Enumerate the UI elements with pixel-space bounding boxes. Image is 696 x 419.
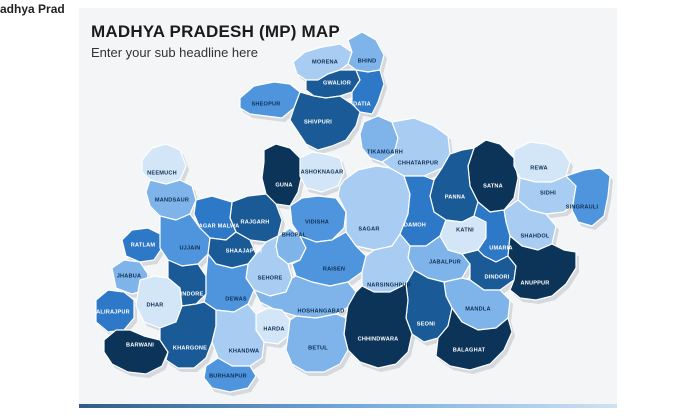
district-label-neemuch: NEEMUCH — [147, 170, 177, 176]
district-label-mandsaur: MANDSAUR — [155, 197, 189, 203]
district-label-rewa: REWA — [530, 165, 548, 171]
district-label-guna: GUNA — [275, 182, 292, 188]
district-singrauli — [565, 167, 611, 227]
district-label-tikamgarh: TIKAMGARH — [367, 149, 403, 155]
district-vidisha — [289, 195, 347, 243]
district-alirajpur — [95, 289, 135, 333]
district-label-ashoknagar: ASHOKNAGAR — [301, 169, 344, 175]
district-morena — [292, 43, 353, 81]
district-label-alirajpur: ALIRAJPUR — [96, 309, 130, 315]
district-label-hoshangabad: HOSHANGABAD — [298, 308, 345, 314]
district-neemuch — [141, 143, 187, 185]
district-label-barwani: BARWANI — [126, 342, 154, 348]
district-bhind — [347, 31, 385, 73]
district-label-ujjain: UJJAIN — [179, 245, 200, 251]
district-label-shivpuri: SHIVPURI — [304, 119, 332, 125]
district-regions — [95, 31, 611, 393]
district-label-dindori: DINDORI — [484, 274, 509, 280]
district-label-narsinghpur: NARSINGHPUR — [367, 282, 411, 288]
district-khandwa — [211, 303, 265, 367]
district-datia — [351, 69, 385, 115]
district-label-anuppur: ANUPPUR — [520, 280, 549, 286]
district-rewa — [513, 141, 571, 183]
district-label-vidisha: VIDISHA — [305, 219, 329, 225]
district-barwani — [103, 329, 169, 375]
mp-district-map: MORENA BHIND GWALIOR DATIA SHEOPUR SHIVPURI TI… — [95, 31, 613, 396]
district-labels: MORENA BHIND GWALIOR DATIA SHEOPUR SHIVPURI TI… — [96, 58, 598, 379]
district-label-gwalior: GWALIOR — [323, 80, 351, 86]
district-label-sidhi: SIDHI — [540, 190, 556, 196]
district-guna — [261, 143, 303, 207]
district-label-panna: PANNA — [445, 194, 465, 200]
district-label-jabalpur: JABALPUR — [429, 259, 461, 265]
district-label-rajgarh: RAJGARH — [240, 219, 269, 225]
district-label-chhatarpur: CHHATARPUR — [398, 160, 439, 166]
district-label-mandla: MANDLA — [465, 306, 490, 312]
district-label-chhindwara: CHHINDWARA — [358, 336, 399, 342]
district-label-ratlam: RATLAM — [131, 242, 156, 248]
district-chhindwara — [343, 283, 413, 369]
slide: MADHYA PRADESH (MP) MAP Enter your sub h… — [79, 8, 617, 408]
district-label-dhar: DHAR — [147, 302, 164, 308]
district-ujjain — [159, 213, 211, 267]
district-label-harda: HARDA — [263, 326, 284, 332]
slide-footer-bar — [79, 404, 617, 408]
district-label-dewas: DEWAS — [225, 296, 247, 302]
district-label-damoh: DAMOH — [404, 222, 426, 228]
district-label-indore: INDORE — [181, 291, 204, 297]
district-label-umaria: UMARIA — [489, 245, 513, 251]
district-label-bhopal: BHOPAL — [282, 232, 307, 238]
district-label-singrauli: SINGRAULI — [566, 204, 599, 210]
district-label-shaajapur: SHAAJAPUR — [226, 248, 263, 254]
district-label-seoni: SEONI — [417, 321, 436, 327]
district-label-katni: KATNI — [456, 227, 474, 233]
district-label-jhabua: JHABUA — [117, 273, 142, 279]
district-label-morena: MORENA — [312, 59, 338, 65]
district-label-betul: BETUL — [308, 345, 328, 351]
district-indore — [167, 259, 207, 307]
slide-subtitle: Enter your sub headline here — [91, 45, 258, 60]
district-label-sheopur: SHEOPUR — [251, 101, 280, 107]
district-betul — [285, 313, 349, 373]
district-label-sagar: SAGAR — [358, 226, 379, 232]
district-label-bhind: BHIND — [358, 58, 377, 64]
page-caption: adhya Prad — [0, 2, 65, 16]
district-anuppur — [507, 235, 577, 301]
district-dindori — [461, 249, 517, 291]
district-shivpuri — [289, 91, 361, 151]
district-burhanpur — [203, 357, 257, 393]
district-ashoknagar — [299, 151, 345, 193]
district-label-shahdol: SHAHDOL — [520, 233, 549, 239]
district-label-datia: DATIA — [353, 101, 371, 107]
district-label-agar-malwa: AGAR MALWA — [199, 223, 240, 229]
district-label-raisen: RAISEN — [323, 266, 345, 272]
district-label-balaghat: BALAGHAT — [453, 347, 486, 353]
district-label-khargone: KHARGONE — [173, 345, 207, 351]
district-hoshangabad — [253, 275, 357, 319]
district-label-khandwa: KHANDWA — [229, 348, 260, 354]
district-label-satna: SATNA — [483, 183, 503, 189]
slide-title: MADHYA PRADESH (MP) MAP — [91, 22, 340, 41]
district-balaghat — [435, 307, 513, 371]
district-label-sehore: SEHORE — [258, 275, 283, 281]
district-label-burhanpur: BURHANPUR — [209, 373, 247, 379]
